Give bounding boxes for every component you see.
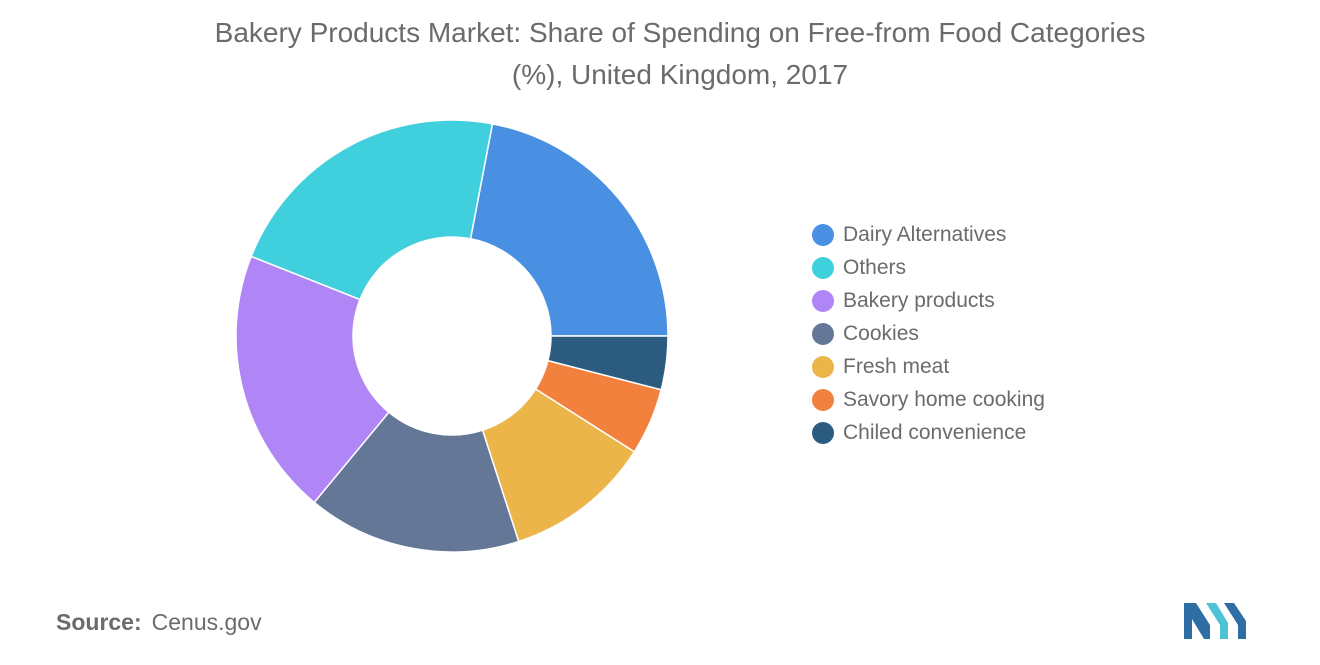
legend-label: Bakery products (843, 288, 995, 312)
donut-slice-dairy-alternatives (469, 122, 669, 337)
chart-title-line-1: Bakery Products Market: Share of Spendin… (214, 17, 1146, 48)
legend-swatch (812, 388, 834, 411)
legend-label: Others (843, 255, 907, 279)
legend-item: Savory home cooking (812, 383, 1045, 416)
legend-item: Cookies (812, 317, 1045, 350)
source-note: Source: Cenus.gov (56, 609, 262, 636)
source-value: Cenus.gov (151, 609, 262, 635)
donut-slice-chiled-convenience (546, 335, 669, 391)
legend-swatch (812, 256, 834, 279)
legend-swatch (812, 322, 834, 345)
source-label: Source: (56, 609, 142, 635)
legend-item: Others (812, 251, 1045, 284)
legend-item: Bakery products (812, 284, 1045, 317)
donut-chart (235, 119, 669, 553)
legend-label: Fresh meat (843, 354, 950, 378)
chart-title: Bakery Products Market: Share of Spendin… (110, 12, 1250, 96)
legend-label: Savory home cooking (843, 387, 1045, 411)
legend-item: Fresh meat (812, 350, 1045, 383)
legend-item: Chiled convenience (812, 416, 1045, 449)
donut-slice-cookies (313, 411, 520, 553)
legend-label: Chiled convenience (843, 420, 1027, 444)
chart-title-line-2: (%), United Kingdom, 2017 (511, 59, 849, 90)
legend-item: Dairy Alternatives (812, 218, 1045, 251)
chart-legend: Dairy Alternatives Others Bakery products C… (812, 218, 1045, 449)
mordor-intelligence-logo-icon (1184, 603, 1246, 639)
legend-label: Cookies (843, 321, 919, 345)
donut-slice-bakery-products (235, 255, 390, 504)
legend-swatch (812, 355, 834, 378)
donut-slice-others (250, 119, 494, 301)
legend-label: Dairy Alternatives (843, 222, 1007, 246)
legend-swatch (812, 223, 834, 246)
legend-swatch (812, 289, 834, 312)
legend-swatch (812, 421, 834, 444)
